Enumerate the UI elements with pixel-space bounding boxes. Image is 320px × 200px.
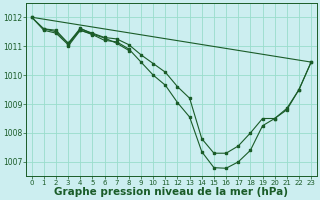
X-axis label: Graphe pression niveau de la mer (hPa): Graphe pression niveau de la mer (hPa) xyxy=(54,187,288,197)
